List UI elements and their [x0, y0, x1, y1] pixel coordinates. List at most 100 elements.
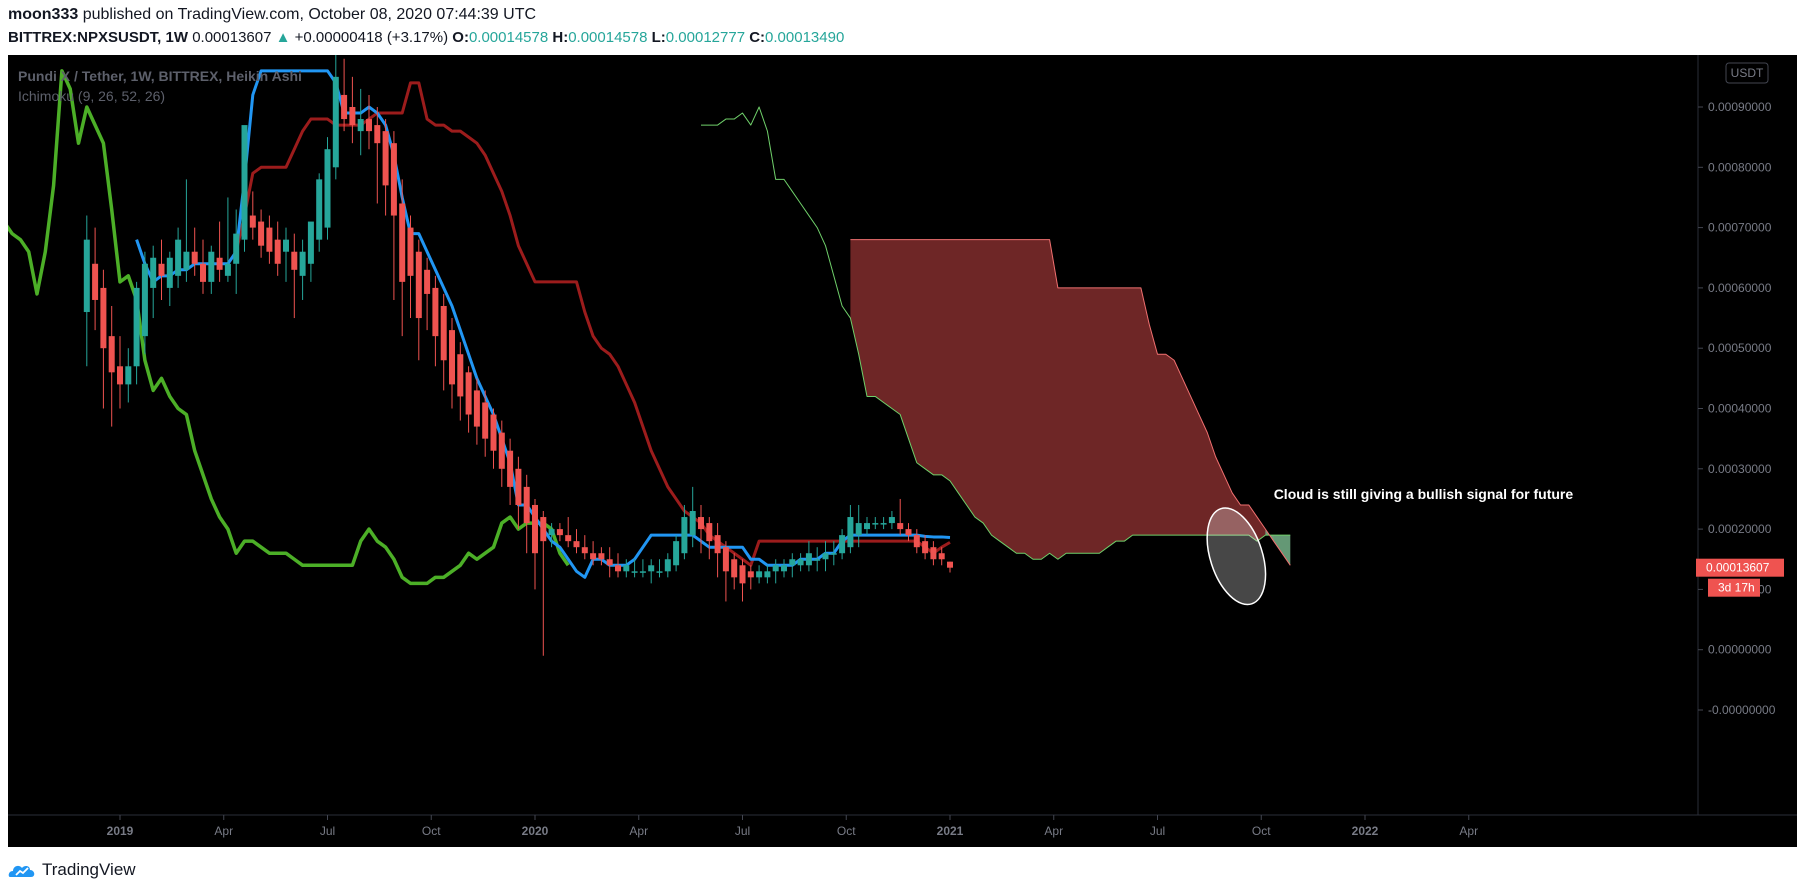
candle-body	[573, 541, 580, 548]
candle-body	[947, 561, 953, 568]
candle-body	[548, 529, 555, 536]
price-tick-label: -0.00000000	[1708, 703, 1776, 717]
candle-body	[316, 179, 323, 240]
price-tick-label: 0.00060000	[1708, 281, 1772, 295]
author-name[interactable]: moon333	[8, 6, 79, 23]
candle-body	[233, 233, 240, 264]
tradingview-footer[interactable]: TradingView	[8, 860, 136, 880]
candle-body	[656, 571, 663, 573]
time-tick-label: 2019	[107, 824, 134, 838]
candle-body	[673, 541, 680, 566]
candle-body	[938, 553, 945, 560]
candle-body	[772, 565, 779, 572]
price-tick-label: 0.00080000	[1708, 160, 1772, 174]
low-label: L:	[651, 29, 666, 46]
senkou-span-a-line	[701, 106, 1291, 560]
symbol-info: BITTREX:NPXSUSDT, 1W 0.00013607 ▲ +0.000…	[8, 29, 844, 46]
annotation-text[interactable]: Cloud is still giving a bullish signal f…	[1274, 486, 1574, 502]
candle-body	[706, 523, 713, 542]
time-tick-label: Oct	[837, 824, 856, 838]
candle-body	[258, 221, 265, 246]
time-axis[interactable]: 2019 Apr Jul Oct 2020 Apr Jul Oct 2021 Apr Jul Oct 2…	[8, 814, 1797, 838]
time-tick-label: 2020	[522, 824, 549, 838]
time-tick-label: Oct	[1252, 824, 1271, 838]
price-tick-label: 0.00030000	[1708, 462, 1772, 476]
candle-body	[764, 571, 771, 578]
last-price: 0.00013607	[192, 29, 272, 46]
candle-body	[415, 251, 422, 319]
candle-body	[299, 251, 306, 276]
price-axis[interactable]: USDT 0.00090000 0.00080000 0.00070000 0.000…	[1696, 55, 1784, 815]
time-ticks: 2019 Apr Jul Oct 2020 Apr Jul Oct 2021 Apr Jul Oct 2…	[107, 815, 1478, 838]
time-tick-label: Apr	[1459, 824, 1478, 838]
candle-body	[125, 366, 132, 385]
candle-body	[606, 559, 613, 566]
candle-body	[307, 221, 314, 264]
time-tick-label: Jul	[1150, 824, 1165, 838]
candle-body	[208, 251, 215, 282]
candle-body	[216, 257, 223, 270]
candle-body	[922, 541, 929, 554]
candle-body	[490, 414, 497, 451]
candle-body	[92, 263, 99, 300]
candle-body	[913, 535, 920, 548]
candle-body	[374, 125, 381, 144]
currency-badge-label: USDT	[1731, 66, 1764, 80]
candle-body	[855, 523, 862, 536]
candle-body	[175, 239, 182, 276]
time-tick-label: Apr	[214, 824, 233, 838]
candle-body	[341, 94, 348, 120]
candle-body	[498, 432, 505, 469]
candle-body	[581, 547, 588, 554]
candle-body	[648, 565, 655, 572]
price-chart[interactable]: Cloud is still giving a bullish signal f…	[8, 55, 1797, 847]
candle-body	[390, 143, 397, 216]
candle-body	[797, 559, 804, 566]
candle-body	[664, 559, 671, 572]
candle-body	[473, 390, 480, 427]
chart-legend: Pundi X / Tether, 1W, BITTREX, Heikin As…	[18, 68, 302, 104]
candles	[83, 55, 953, 656]
price-tick-label: 0.00020000	[1708, 522, 1772, 536]
candle-body	[756, 571, 763, 578]
candle-body	[598, 553, 605, 560]
chart-background	[8, 55, 1797, 847]
candle-body	[382, 131, 389, 186]
candle-body	[432, 287, 439, 337]
up-arrow-icon: ▲	[275, 29, 291, 46]
candle-body	[349, 107, 356, 126]
senkou-span-b-line	[850, 239, 1291, 566]
candle-body	[839, 535, 846, 554]
candle-body	[888, 517, 895, 524]
currency-badge[interactable]	[1725, 62, 1769, 84]
close-label: C:	[749, 29, 766, 46]
time-tick-label: Oct	[422, 824, 441, 838]
candle-body	[639, 571, 646, 573]
candle-body	[266, 227, 273, 252]
price-tick-label: 0.00040000	[1708, 402, 1772, 416]
candle-body	[532, 504, 538, 554]
price-tick-label: 0.00090000	[1708, 100, 1772, 114]
candle-body	[789, 559, 796, 566]
tradingview-brand: TradingView	[42, 860, 136, 879]
publish-info: moon333 published on TradingView.com, Oc…	[8, 6, 536, 24]
candle-body	[141, 263, 148, 337]
candle-body	[274, 239, 281, 264]
tradingview-logo-icon	[8, 865, 35, 877]
candle-body	[241, 125, 248, 240]
legend-symbol: Pundi X / Tether, 1W, BITTREX, Heikin As…	[18, 68, 302, 84]
candle-body	[714, 535, 721, 554]
high-value: 0.00014578	[568, 29, 648, 46]
candle-body	[366, 119, 372, 132]
candle-body	[291, 251, 298, 270]
annotation-ellipse[interactable]	[1196, 501, 1276, 612]
chart-container[interactable]: Cloud is still giving a bullish signal f…	[8, 55, 1797, 847]
price-tick-label: 0.00050000	[1708, 341, 1772, 355]
published-text: published on TradingView.com, October 08…	[82, 6, 537, 23]
time-tick-label: Jul	[320, 824, 335, 838]
high-label: H:	[552, 29, 569, 46]
candle-body	[565, 535, 572, 542]
candle-body	[183, 251, 190, 270]
legend-ichimoku[interactable]: Ichimoku (9, 26, 52, 26)	[18, 88, 165, 104]
candle-body	[930, 547, 937, 560]
